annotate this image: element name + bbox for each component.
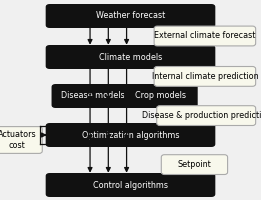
Text: Actuators
cost: Actuators cost — [0, 130, 36, 150]
Text: Climate models: Climate models — [99, 52, 162, 62]
Text: Control algorithms: Control algorithms — [93, 180, 168, 190]
FancyBboxPatch shape — [46, 45, 215, 69]
Text: Optimization algorithms: Optimization algorithms — [82, 130, 179, 140]
FancyBboxPatch shape — [154, 26, 256, 46]
Text: Disease & production prediction: Disease & production prediction — [141, 111, 261, 120]
Text: Weather forecast: Weather forecast — [96, 11, 165, 21]
FancyBboxPatch shape — [123, 84, 198, 108]
FancyBboxPatch shape — [154, 66, 256, 86]
FancyBboxPatch shape — [46, 123, 215, 147]
Text: Setpoint: Setpoint — [177, 160, 211, 169]
FancyBboxPatch shape — [46, 173, 215, 197]
Text: Internal climate prediction: Internal climate prediction — [152, 72, 258, 81]
FancyBboxPatch shape — [161, 155, 228, 174]
Text: External climate forecast: External climate forecast — [154, 31, 256, 40]
Text: Crop models: Crop models — [135, 92, 186, 100]
FancyBboxPatch shape — [46, 4, 215, 28]
FancyBboxPatch shape — [157, 106, 256, 126]
FancyBboxPatch shape — [0, 127, 42, 153]
Text: Disease models: Disease models — [61, 92, 124, 100]
FancyBboxPatch shape — [51, 84, 134, 108]
